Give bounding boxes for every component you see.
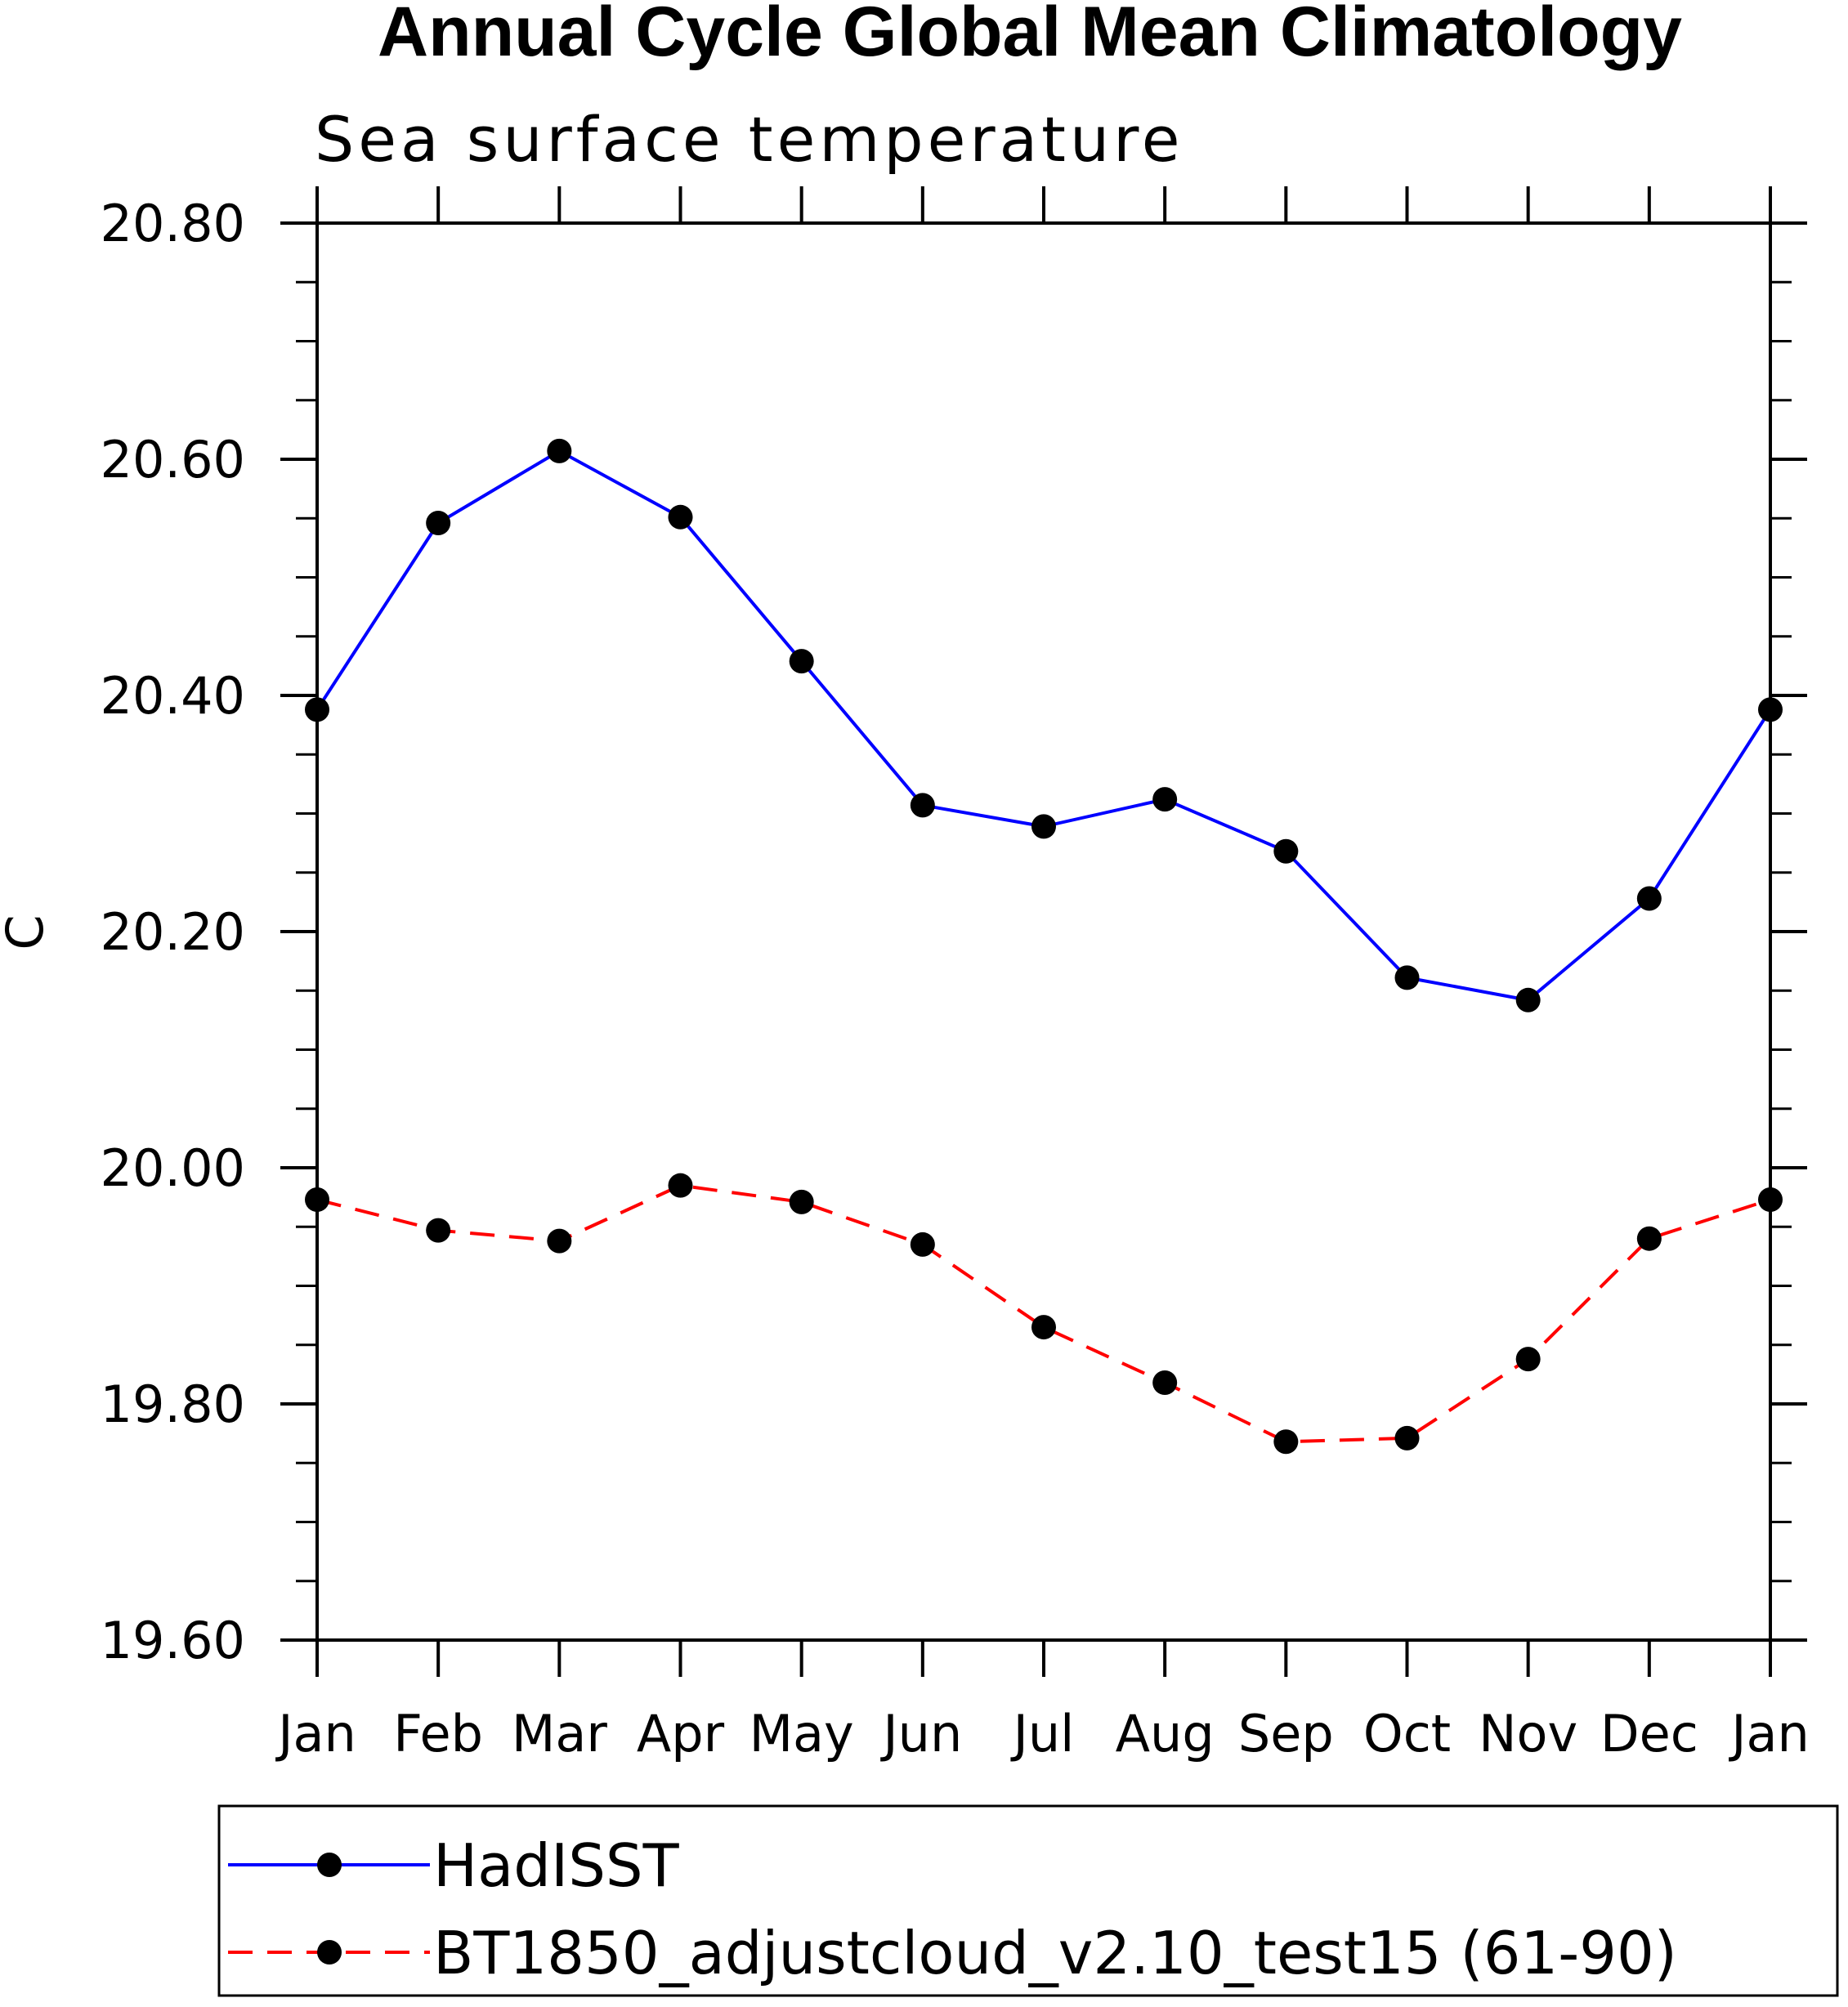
- y-tick-label: 20.20: [101, 902, 246, 962]
- chart-subtitle: Sea surface temperature: [315, 103, 1184, 176]
- data-point: [1758, 1187, 1783, 1213]
- x-tick-label: Sep: [1238, 1704, 1334, 1763]
- x-tick-label: Jan: [275, 1704, 356, 1763]
- y-axis-label: C: [0, 914, 55, 950]
- legend-marker: [317, 1853, 342, 1877]
- plot-frame: [315, 221, 1772, 1642]
- series-1: [305, 438, 1783, 1012]
- data-point: [1031, 814, 1056, 839]
- y-tick-label: 19.80: [101, 1375, 246, 1434]
- axes: 19.60 19.80 20.00 20.20 20.40 20.60 20.80 Jan Fe…: [101, 186, 1810, 1763]
- data-point: [1031, 1315, 1056, 1340]
- data-point: [1515, 987, 1541, 1012]
- y-tick-label: 19.60: [101, 1611, 246, 1670]
- x-tick-label: Nov: [1479, 1704, 1577, 1763]
- data-point: [1758, 697, 1783, 722]
- series-2: [305, 1173, 1783, 1455]
- x-tick-label: Feb: [393, 1704, 483, 1763]
- data-point: [1394, 965, 1420, 990]
- legend-box: [217, 1804, 1839, 1997]
- x-tick-label: Dec: [1600, 1704, 1698, 1763]
- series-line: [315, 449, 1772, 1002]
- x-tick-label: Oct: [1363, 1704, 1451, 1763]
- data-point: [668, 1173, 693, 1198]
- chart-title: Annual Cycle Global Mean Climatology: [378, 0, 1682, 71]
- y-tick-label: 20.00: [101, 1138, 246, 1198]
- legend: HadISST BT1850_adjustcloud_v2.10_test15 (…: [217, 1804, 1839, 1997]
- data-point: [910, 1231, 935, 1257]
- data-point: [1273, 1429, 1299, 1455]
- y-tick-label: 20.40: [101, 666, 246, 726]
- data-point: [1394, 1425, 1420, 1450]
- data-point: [1152, 1370, 1178, 1395]
- x-tick-label: Mar: [512, 1704, 607, 1763]
- series-layer: [305, 438, 1783, 1455]
- data-point: [1152, 787, 1178, 812]
- legend-label: BT1850_adjustcloud_v2.10_test15 (61-90): [433, 1919, 1677, 1987]
- data-point: [1636, 886, 1662, 911]
- x-tick-label: Jul: [1010, 1704, 1075, 1763]
- data-point: [668, 504, 693, 530]
- data-point: [1273, 838, 1299, 864]
- x-tick-label: Aug: [1116, 1704, 1215, 1763]
- x-tick-label: Apr: [637, 1704, 725, 1763]
- data-point: [789, 649, 814, 674]
- data-point: [910, 793, 935, 818]
- x-tick-label: May: [749, 1704, 854, 1763]
- data-point: [547, 438, 572, 463]
- y-tick-label: 20.80: [101, 194, 246, 253]
- x-tick-label: Jun: [879, 1704, 962, 1763]
- data-point: [1515, 1347, 1541, 1372]
- y-tick-label: 20.60: [101, 430, 246, 489]
- series-line: [316, 1183, 1771, 1444]
- data-point: [426, 1218, 451, 1243]
- legend-label: HadISST: [433, 1831, 680, 1900]
- data-point: [426, 511, 451, 536]
- data-point: [1636, 1226, 1662, 1251]
- legend-marker: [317, 1940, 342, 1965]
- data-point: [789, 1189, 814, 1214]
- data-point: [305, 1187, 329, 1213]
- x-tick-label: Jan: [1728, 1704, 1810, 1763]
- data-point: [305, 697, 329, 722]
- data-point: [547, 1228, 572, 1254]
